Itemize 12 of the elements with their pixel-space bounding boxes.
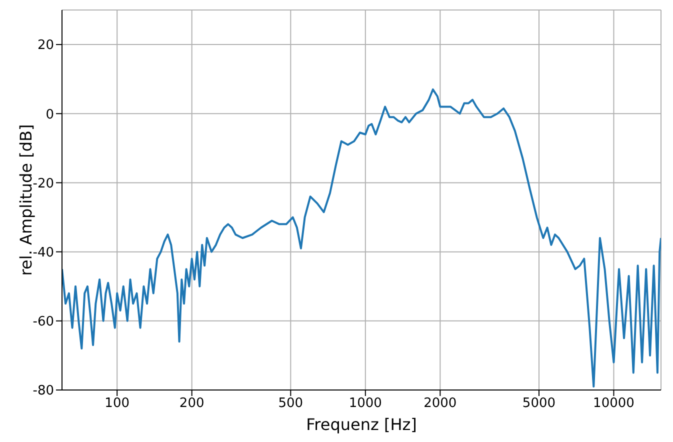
x-tick-label: 2000 xyxy=(424,396,457,412)
x-axis-title: Frequenz [Hz] xyxy=(306,415,417,434)
x-tick-label: 1000 xyxy=(348,396,382,412)
y-tick-label: 0 xyxy=(46,107,54,122)
x-tick-label: 10000 xyxy=(593,396,634,412)
y-tick-label: 20 xyxy=(37,38,54,54)
x-tick-label: 100 xyxy=(104,396,130,412)
y-tick-label: -60 xyxy=(32,314,54,330)
x-tick-label: 500 xyxy=(278,396,304,412)
y-tick-label: -80 xyxy=(32,384,54,399)
x-tick-label: 5000 xyxy=(522,396,556,412)
x-tick-label: 200 xyxy=(179,396,204,412)
